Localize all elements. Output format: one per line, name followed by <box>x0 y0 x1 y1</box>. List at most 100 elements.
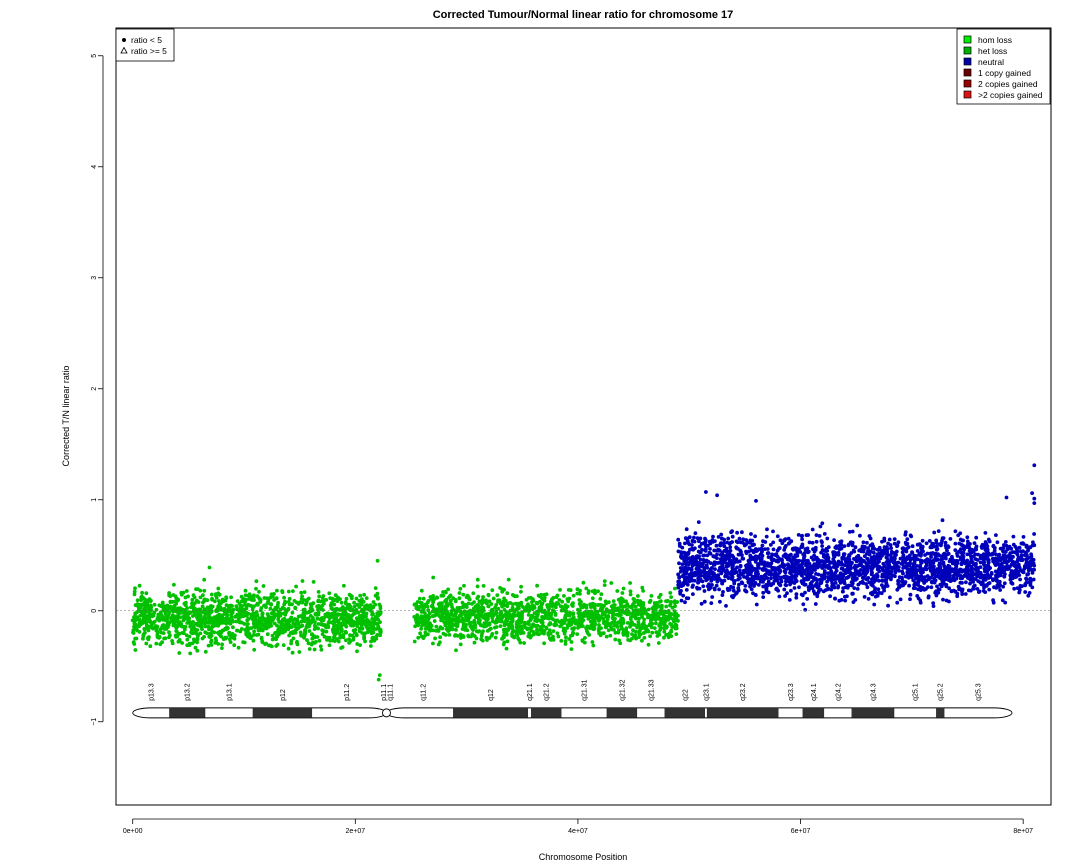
data-point <box>366 604 371 609</box>
data-point <box>551 637 555 641</box>
data-point <box>783 594 787 598</box>
data-point <box>767 572 772 577</box>
data-point <box>828 560 832 564</box>
data-point <box>496 606 501 611</box>
data-point <box>214 609 219 614</box>
data-point <box>227 603 232 608</box>
data-point <box>378 620 382 624</box>
data-point <box>448 599 453 604</box>
data-point <box>466 633 471 638</box>
data-point <box>441 615 446 620</box>
data-point <box>363 639 367 644</box>
data-point <box>782 548 787 552</box>
data-point <box>506 577 511 582</box>
data-point <box>232 643 237 648</box>
data-point <box>223 598 228 603</box>
data-point <box>626 611 630 615</box>
data-point <box>707 550 712 555</box>
data-point <box>855 587 860 591</box>
data-point <box>983 577 988 582</box>
data-point <box>696 555 700 560</box>
data-point <box>902 581 907 586</box>
data-point <box>667 612 672 617</box>
data-point <box>332 611 337 615</box>
data-point <box>158 627 163 632</box>
data-point <box>1031 540 1035 545</box>
data-point <box>754 602 759 607</box>
data-point <box>665 599 669 604</box>
data-point <box>642 617 647 622</box>
data-point <box>438 640 442 645</box>
data-point <box>178 620 182 625</box>
data-point <box>259 635 264 640</box>
data-point <box>775 558 780 563</box>
data-point <box>976 579 981 583</box>
data-point <box>960 581 964 585</box>
data-point <box>813 602 818 606</box>
data-point <box>158 610 163 615</box>
data-point <box>795 546 799 551</box>
data-point <box>896 578 901 583</box>
data-point <box>217 632 222 637</box>
data-point <box>378 604 383 609</box>
data-point <box>435 596 439 600</box>
data-point <box>852 586 857 590</box>
data-point <box>780 557 784 562</box>
data-point <box>1024 577 1029 582</box>
data-point <box>172 582 176 587</box>
data-point <box>147 617 152 622</box>
data-point <box>652 626 657 630</box>
data-point <box>656 611 660 616</box>
data-point <box>999 569 1004 574</box>
data-point <box>562 594 566 598</box>
data-point <box>564 635 568 640</box>
data-point <box>867 549 871 553</box>
data-point <box>185 637 190 642</box>
data-point <box>454 628 458 632</box>
data-point <box>220 642 225 647</box>
data-point <box>556 634 561 639</box>
data-point <box>851 591 855 596</box>
data-point <box>344 630 348 635</box>
data-point <box>662 622 667 627</box>
data-point <box>625 621 630 625</box>
data-point <box>141 636 145 641</box>
data-point <box>580 605 585 610</box>
data-point <box>825 536 830 541</box>
data-point <box>712 555 717 559</box>
data-point <box>367 629 372 634</box>
data-point <box>202 599 207 603</box>
data-point <box>416 635 421 640</box>
data-point <box>673 613 677 618</box>
data-point <box>597 626 601 630</box>
data-point <box>676 572 680 577</box>
data-point <box>820 521 825 526</box>
data-point <box>316 622 321 626</box>
data-point <box>236 645 241 650</box>
data-point <box>306 641 311 646</box>
data-point <box>972 541 977 545</box>
data-point <box>795 552 800 557</box>
data-point <box>871 580 876 584</box>
data-point <box>530 597 535 602</box>
data-point <box>959 562 964 567</box>
data-point <box>467 597 472 601</box>
data-point <box>434 624 439 629</box>
data-point <box>169 617 174 622</box>
data-point <box>277 625 282 630</box>
data-point <box>865 563 870 567</box>
data-point <box>992 548 997 553</box>
data-point <box>587 633 591 637</box>
data-point <box>342 583 346 588</box>
data-point <box>940 518 945 523</box>
data-point <box>455 619 460 624</box>
data-point <box>573 621 578 626</box>
data-point <box>690 571 695 576</box>
data-point <box>697 544 702 549</box>
data-point <box>867 580 872 585</box>
data-point <box>944 556 948 561</box>
data-point <box>431 594 435 598</box>
data-point <box>579 600 583 604</box>
data-point <box>504 610 509 615</box>
data-point <box>950 556 955 561</box>
